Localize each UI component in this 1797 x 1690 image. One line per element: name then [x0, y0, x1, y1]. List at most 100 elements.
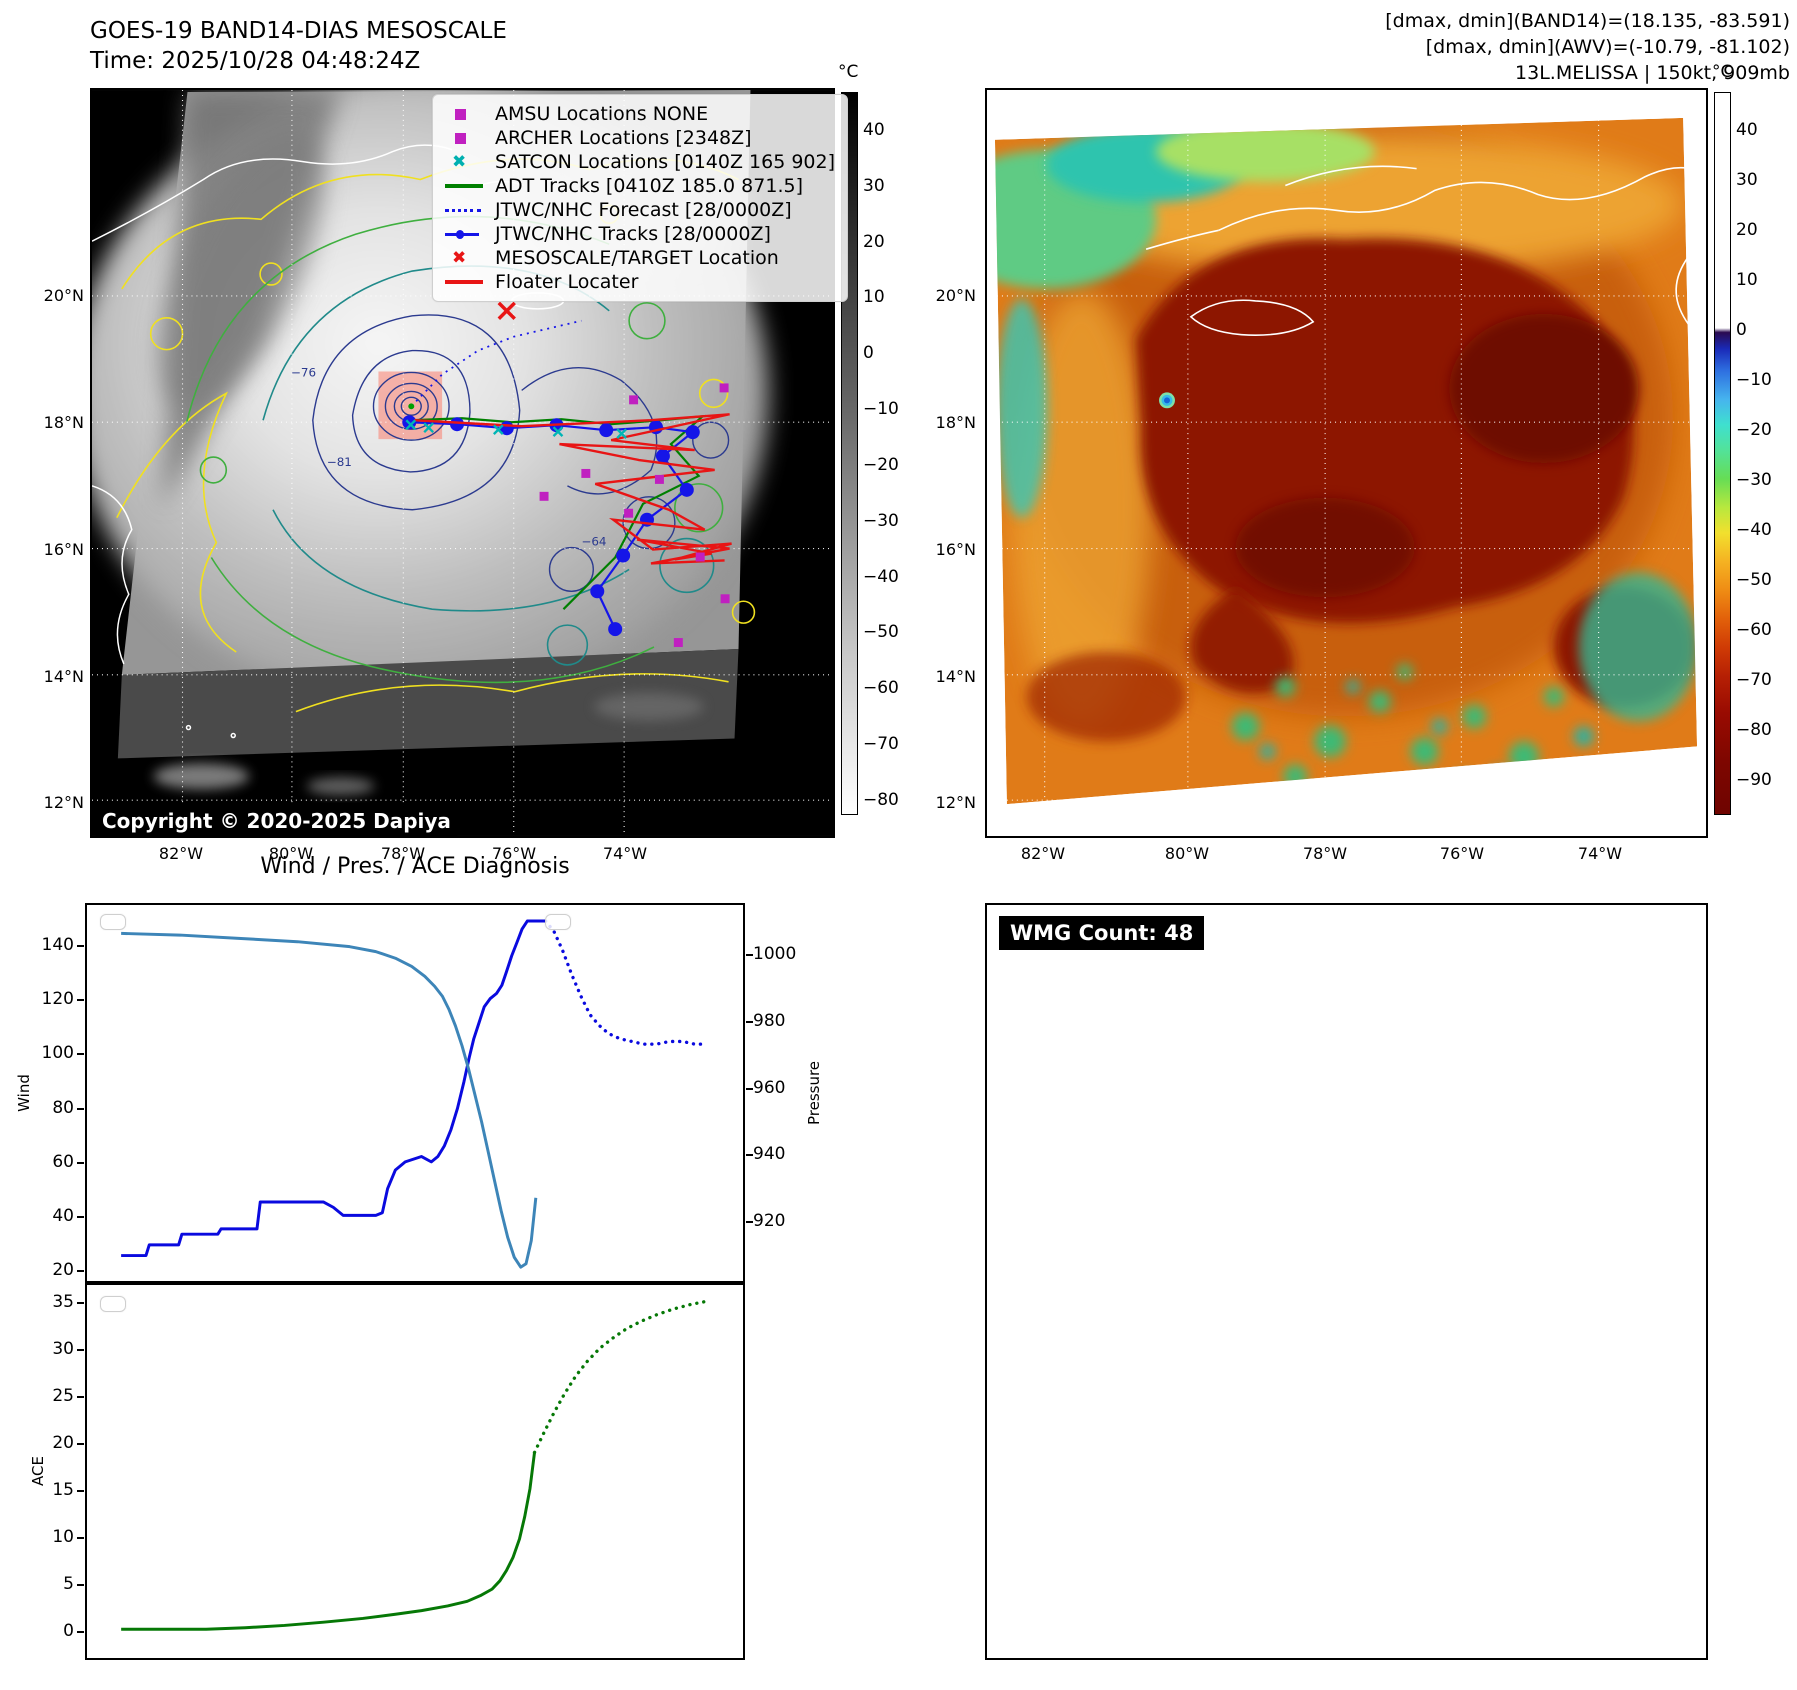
lon-label: 74°W — [1577, 844, 1623, 863]
pressure-tick: 980 — [753, 1010, 786, 1031]
band14-colorbar-tick: −60 — [863, 678, 899, 699]
wind-pressure-chart — [85, 903, 745, 1283]
wmg-grid-image — [987, 905, 1706, 1658]
pressure-tick: 920 — [753, 1211, 786, 1232]
awv-colorbar-tick: −80 — [1736, 720, 1772, 740]
tick-mark — [77, 1536, 84, 1539]
tick-mark — [77, 1269, 84, 1272]
legend-item: ADT Tracks [0410Z 185.0 871.5] — [445, 174, 835, 198]
band14-timestamp: Time: 2025/10/28 04:48:24Z — [90, 48, 421, 74]
lat-label: 20°N — [43, 286, 84, 305]
wind-tick: 120 — [41, 989, 74, 1010]
tick-mark — [746, 1154, 753, 1157]
tick-mark — [77, 1301, 84, 1304]
wind-tick: 80 — [52, 1097, 74, 1118]
awv-colorbar-tick: −10 — [1736, 370, 1772, 390]
mesoscale-target-icon — [497, 301, 516, 321]
lon-label: 82°W — [158, 844, 204, 863]
legend-item: ARCHER Locations [2348Z] — [445, 126, 835, 150]
tick-mark — [746, 954, 753, 957]
tick-mark — [77, 1583, 84, 1586]
pressure-tick: 1000 — [753, 944, 797, 965]
pressure-tick: 960 — [753, 1077, 786, 1098]
grid-lines — [987, 90, 1706, 836]
awv-colorbar-tick: −40 — [1736, 520, 1772, 540]
band14-colorbar-tick: 40 — [863, 120, 885, 140]
ace-tick: 20 — [52, 1432, 74, 1453]
legend-item-label: ARCHER Locations [2348Z] — [495, 127, 752, 149]
archer-location-icons — [539, 383, 730, 648]
wind-tick: 20 — [52, 1259, 74, 1280]
wind-tick: 40 — [52, 1205, 74, 1226]
band14-colorbar-tick: −70 — [863, 734, 899, 755]
lon-label: 80°W — [268, 844, 314, 863]
tick-mark — [77, 1442, 84, 1445]
awv-colorbar-tick: −70 — [1736, 670, 1772, 690]
wind-tick: 60 — [52, 1151, 74, 1172]
svg-text:−64: −64 — [581, 535, 606, 549]
ace-tick: 35 — [52, 1291, 74, 1312]
x-legend-marker-icon: ✖ — [452, 151, 467, 172]
tick-mark — [746, 1087, 753, 1090]
lon-label: 76°W — [1439, 844, 1485, 863]
band14-title: GOES-19 BAND14-DIAS MESOSCALE — [90, 18, 507, 44]
svg-text:−76: −76 — [291, 365, 316, 379]
band14-map-legend: AMSU Locations NONE ARCHER Locations [234… — [432, 94, 849, 302]
awv-colorbar-tick: 20 — [1736, 220, 1758, 240]
legend-item: JTWC/NHC Forecast [28/0000Z] — [445, 198, 835, 222]
eye-center — [1164, 397, 1170, 404]
awv-colorbar — [1714, 92, 1731, 815]
tick-mark — [77, 1107, 84, 1110]
awv-colorbar-unit: °C — [1712, 62, 1733, 82]
band14-colorbar-tick: −40 — [863, 566, 899, 587]
tick-mark — [77, 1215, 84, 1218]
lon-label: 76°W — [491, 844, 537, 863]
storm-id-intensity: 13L.MELISSA | 150kt, 909mb — [1515, 62, 1790, 84]
series-ACE Fore.[max=35.3987] — [532, 1299, 711, 1455]
lon-label: 80°W — [1164, 844, 1210, 863]
tick-mark — [77, 1161, 84, 1164]
band14-colorbar-unit: °C — [838, 62, 859, 82]
tick-mark — [77, 1053, 84, 1056]
awv-color-map — [985, 88, 1708, 838]
tick-mark — [77, 999, 84, 1002]
ace-tick: 15 — [52, 1479, 74, 1500]
legend-item: ✖ MESOSCALE/TARGET Location — [445, 246, 835, 270]
line-legend-marker-icon — [445, 280, 487, 284]
band14-colorbar-tick: 0 — [863, 343, 874, 364]
lon-label: 74°W — [602, 844, 648, 863]
wmg-panel-frame — [985, 903, 1708, 1660]
band14-colorbar-tick: 30 — [863, 175, 885, 196]
legend-item-label: MESOSCALE/TARGET Location — [495, 247, 779, 269]
tick-mark — [746, 1221, 753, 1224]
band14-colorbar-tick: −20 — [863, 454, 899, 475]
legend-item-label: JTWC/NHC Forecast [28/0000Z] — [495, 199, 792, 221]
square-legend-marker-icon — [445, 132, 487, 144]
ace-chart — [85, 1283, 745, 1660]
legend-item: ✖ SATCON Locations [0140Z 165 902] — [445, 150, 835, 174]
adt-center-dot — [408, 403, 415, 410]
satcon-location-icons — [405, 419, 627, 439]
series-Wind[max=150] — [121, 919, 546, 1258]
lat-label: 18°N — [43, 413, 84, 432]
legend-item-label: AMSU Locations NONE — [495, 103, 709, 125]
awv-colorbar-tick: 30 — [1736, 170, 1758, 190]
storm-info-block: [dmax, dmin](BAND14)=(18.135, -83.591) [… — [1000, 8, 1790, 86]
tick-mark — [77, 1630, 84, 1633]
series-ACE[max=19.1175] — [121, 1452, 536, 1631]
tick-mark — [77, 945, 84, 948]
lat-label: 16°N — [935, 540, 976, 559]
ace-tick: 5 — [63, 1573, 74, 1594]
lat-label: 20°N — [935, 286, 976, 305]
legend-item: JTWC/NHC Tracks [28/0000Z] — [445, 222, 835, 246]
legend-item-label: SATCON Locations [0140Z 165 902] — [495, 151, 836, 173]
legend-item-label: ADT Tracks [0410Z 185.0 871.5] — [495, 175, 803, 197]
band14-colorbar-tick: −80 — [863, 789, 899, 810]
awv-colorbar-tick: 0 — [1736, 320, 1747, 340]
ace-tick: 0 — [63, 1620, 74, 1641]
floater-track-line — [414, 413, 732, 565]
legend-item-label: JTWC/NHC Tracks [28/0000Z] — [495, 223, 771, 245]
ace-tick: 25 — [52, 1385, 74, 1406]
diagnosis-title: Wind / Pres. / ACE Diagnosis — [260, 854, 570, 879]
